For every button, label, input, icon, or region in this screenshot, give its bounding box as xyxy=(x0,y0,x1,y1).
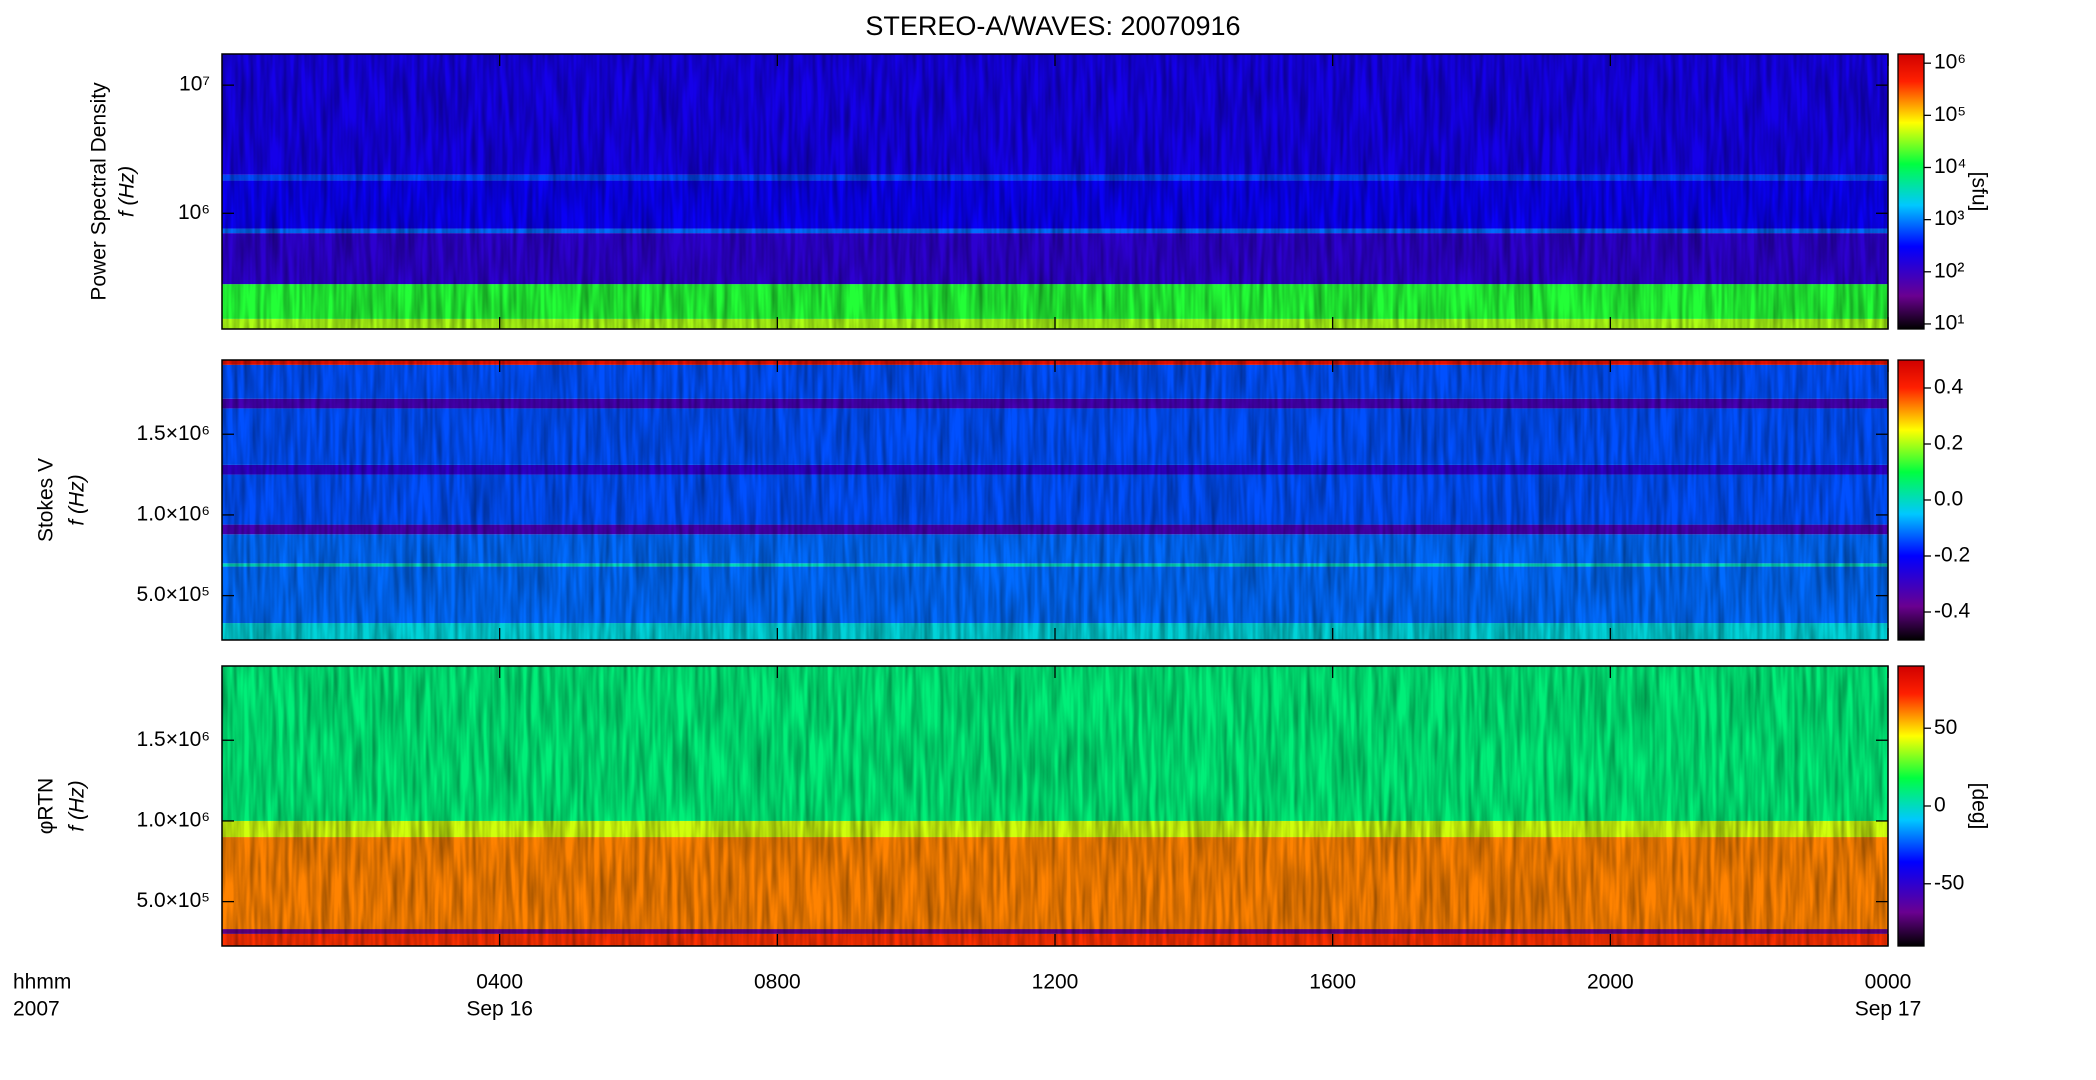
y-tick-label: 1.0×10⁶ xyxy=(137,808,210,831)
date-label: Sep 16 xyxy=(466,998,533,1021)
y-tick-label: 10⁷ xyxy=(179,73,210,96)
y-tick-label: 5.0×10⁵ xyxy=(136,889,210,912)
date-label: Sep 17 xyxy=(1855,998,1922,1021)
colorbar-tick-label: 10⁴ xyxy=(1934,155,1966,178)
colorbar-tick-label: 10⁵ xyxy=(1934,103,1966,126)
chart-title: STEREO-A/WAVES: 20070916 xyxy=(865,11,1240,41)
y-axis-label: Power Spectral Density xyxy=(88,82,111,301)
x-tick-label: 0800 xyxy=(754,971,801,994)
colorbar-tick-label: 10³ xyxy=(1934,207,1964,230)
colorbar-label: [deg] xyxy=(1967,783,1990,830)
y-tick-label: 1.5×10⁶ xyxy=(137,422,210,445)
colorbar xyxy=(1897,665,1925,947)
colorbar-tick-label: -0.4 xyxy=(1934,600,1971,623)
colorbar-tick-label: 0.4 xyxy=(1934,376,1964,399)
x-tick-label: 0000 xyxy=(1865,971,1912,994)
x-tick-label: 2000 xyxy=(1587,971,1634,994)
x-axis-label: hhmm xyxy=(13,971,71,994)
y-tick-label: 5.0×10⁵ xyxy=(136,583,210,606)
colorbar xyxy=(1897,359,1925,641)
colorbar xyxy=(1897,53,1925,330)
y-axis-label: φRTN xyxy=(35,778,58,834)
y-axis-label: f (Hz) xyxy=(66,474,89,525)
x-tick-label: 0400 xyxy=(476,971,523,994)
colorbar-tick-label: 10² xyxy=(1934,259,1964,282)
colorbar-tick-label: 0.0 xyxy=(1934,488,1963,511)
colorbar-tick-label: -50 xyxy=(1934,871,1964,894)
colorbar-tick-label: 0.2 xyxy=(1934,432,1963,455)
x-tick-label: 1600 xyxy=(1309,971,1356,994)
texture xyxy=(222,666,1888,946)
colorbar-tick-label: 10¹ xyxy=(1934,311,1964,334)
x-tick-label: 1200 xyxy=(1032,971,1079,994)
colorbar-tick-label: 50 xyxy=(1934,716,1957,739)
colorbar-tick-label: -0.2 xyxy=(1934,544,1970,567)
texture xyxy=(222,360,1888,640)
colorbar-tick-label: 10⁶ xyxy=(1934,51,1966,74)
y-axis-label: Stokes V xyxy=(35,458,58,542)
y-tick-label: 1.5×10⁶ xyxy=(137,728,210,751)
y-axis-label: f (Hz) xyxy=(116,166,139,217)
y-tick-label: 1.0×10⁶ xyxy=(137,502,210,525)
x-axis-label: 2007 xyxy=(13,998,60,1021)
colorbar-label: [sfu] xyxy=(1967,172,1990,212)
texture xyxy=(222,54,1888,329)
colorbar-tick-label: 0 xyxy=(1934,794,1946,817)
y-tick-label: 10⁶ xyxy=(178,201,210,224)
y-axis-label: f (Hz) xyxy=(66,780,89,831)
